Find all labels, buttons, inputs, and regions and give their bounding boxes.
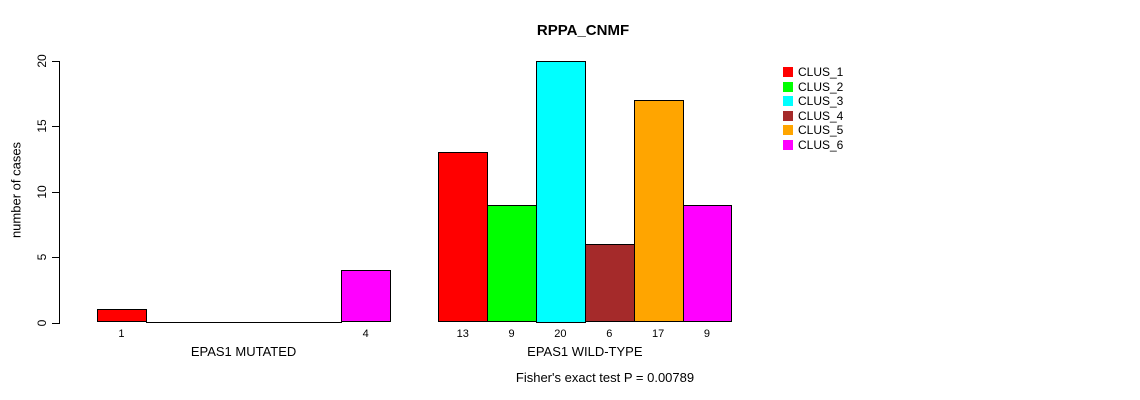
bar-value-label: 9 xyxy=(703,327,711,340)
y-tick-label: 10 xyxy=(35,184,49,199)
legend-label: CLUS_5 xyxy=(798,123,844,137)
bar-clus_4 xyxy=(584,243,635,323)
bar-value-label: 9 xyxy=(508,327,515,340)
y-axis-line xyxy=(59,60,60,324)
bar-value-label: 20 xyxy=(554,327,567,340)
y-tick-mark xyxy=(52,60,59,62)
y-tick-mark xyxy=(52,257,59,258)
zero-height-bar xyxy=(292,321,343,323)
y-tick-mark xyxy=(52,126,59,127)
legend-item: CLUS_5 xyxy=(783,124,843,136)
bar-clus_1 xyxy=(438,152,489,323)
y-tick-mark xyxy=(52,191,59,193)
bar-clus_3 xyxy=(536,60,586,323)
legend-label: CLUS_3 xyxy=(798,94,844,108)
legend-swatch-clus_5 xyxy=(783,125,793,135)
legend-label: CLUS_2 xyxy=(798,79,844,94)
bar-value-label: 6 xyxy=(606,327,613,340)
legend-swatch-clus_4 xyxy=(783,110,793,121)
legend-label: CLUS_4 xyxy=(798,108,844,123)
y-tick-label: 5 xyxy=(35,253,49,261)
bar-clus_6 xyxy=(682,204,733,323)
legend-item: CLUS_1 xyxy=(783,66,843,78)
fisher-test-annotation: Fisher's exact test P = 0.00789 xyxy=(515,370,695,385)
legend-item: CLUS_4 xyxy=(783,110,843,122)
zero-height-bar xyxy=(194,321,245,323)
zero-height-bar xyxy=(145,321,196,323)
bar-clus_1 xyxy=(97,309,147,323)
legend-swatch-clus_2 xyxy=(783,81,793,92)
y-tick-label: 15 xyxy=(35,119,49,133)
y-tick-mark xyxy=(52,322,59,324)
legend-swatch-clus_3 xyxy=(783,96,793,106)
chart-title: RPPA_CNMF xyxy=(536,22,630,39)
legend-label: CLUS_1 xyxy=(798,65,844,79)
legend-item: CLUS_3 xyxy=(783,95,843,107)
legend-item: CLUS_6 xyxy=(783,139,843,151)
bar-value-label: 4 xyxy=(362,327,369,340)
y-tick-label: 20 xyxy=(35,53,49,68)
legend-swatch-clus_6 xyxy=(783,139,793,150)
legend-label: CLUS_6 xyxy=(798,137,844,152)
bar-value-label: 17 xyxy=(652,327,665,340)
bar-clus_6 xyxy=(341,270,392,323)
x-group-label: EPAS1 WILD-TYPE xyxy=(527,343,643,359)
bar-clus_2 xyxy=(487,204,537,323)
zero-height-bar xyxy=(243,321,294,323)
legend-item: CLUS_2 xyxy=(783,81,843,93)
bar-value-label: 1 xyxy=(118,327,125,340)
x-group-label: EPAS1 MUTATED xyxy=(190,343,297,359)
legend-swatch-clus_1 xyxy=(783,67,793,77)
bar-clus_5 xyxy=(633,99,684,323)
bar-value-label: 13 xyxy=(456,327,469,340)
y-tick-label: 0 xyxy=(35,319,49,326)
